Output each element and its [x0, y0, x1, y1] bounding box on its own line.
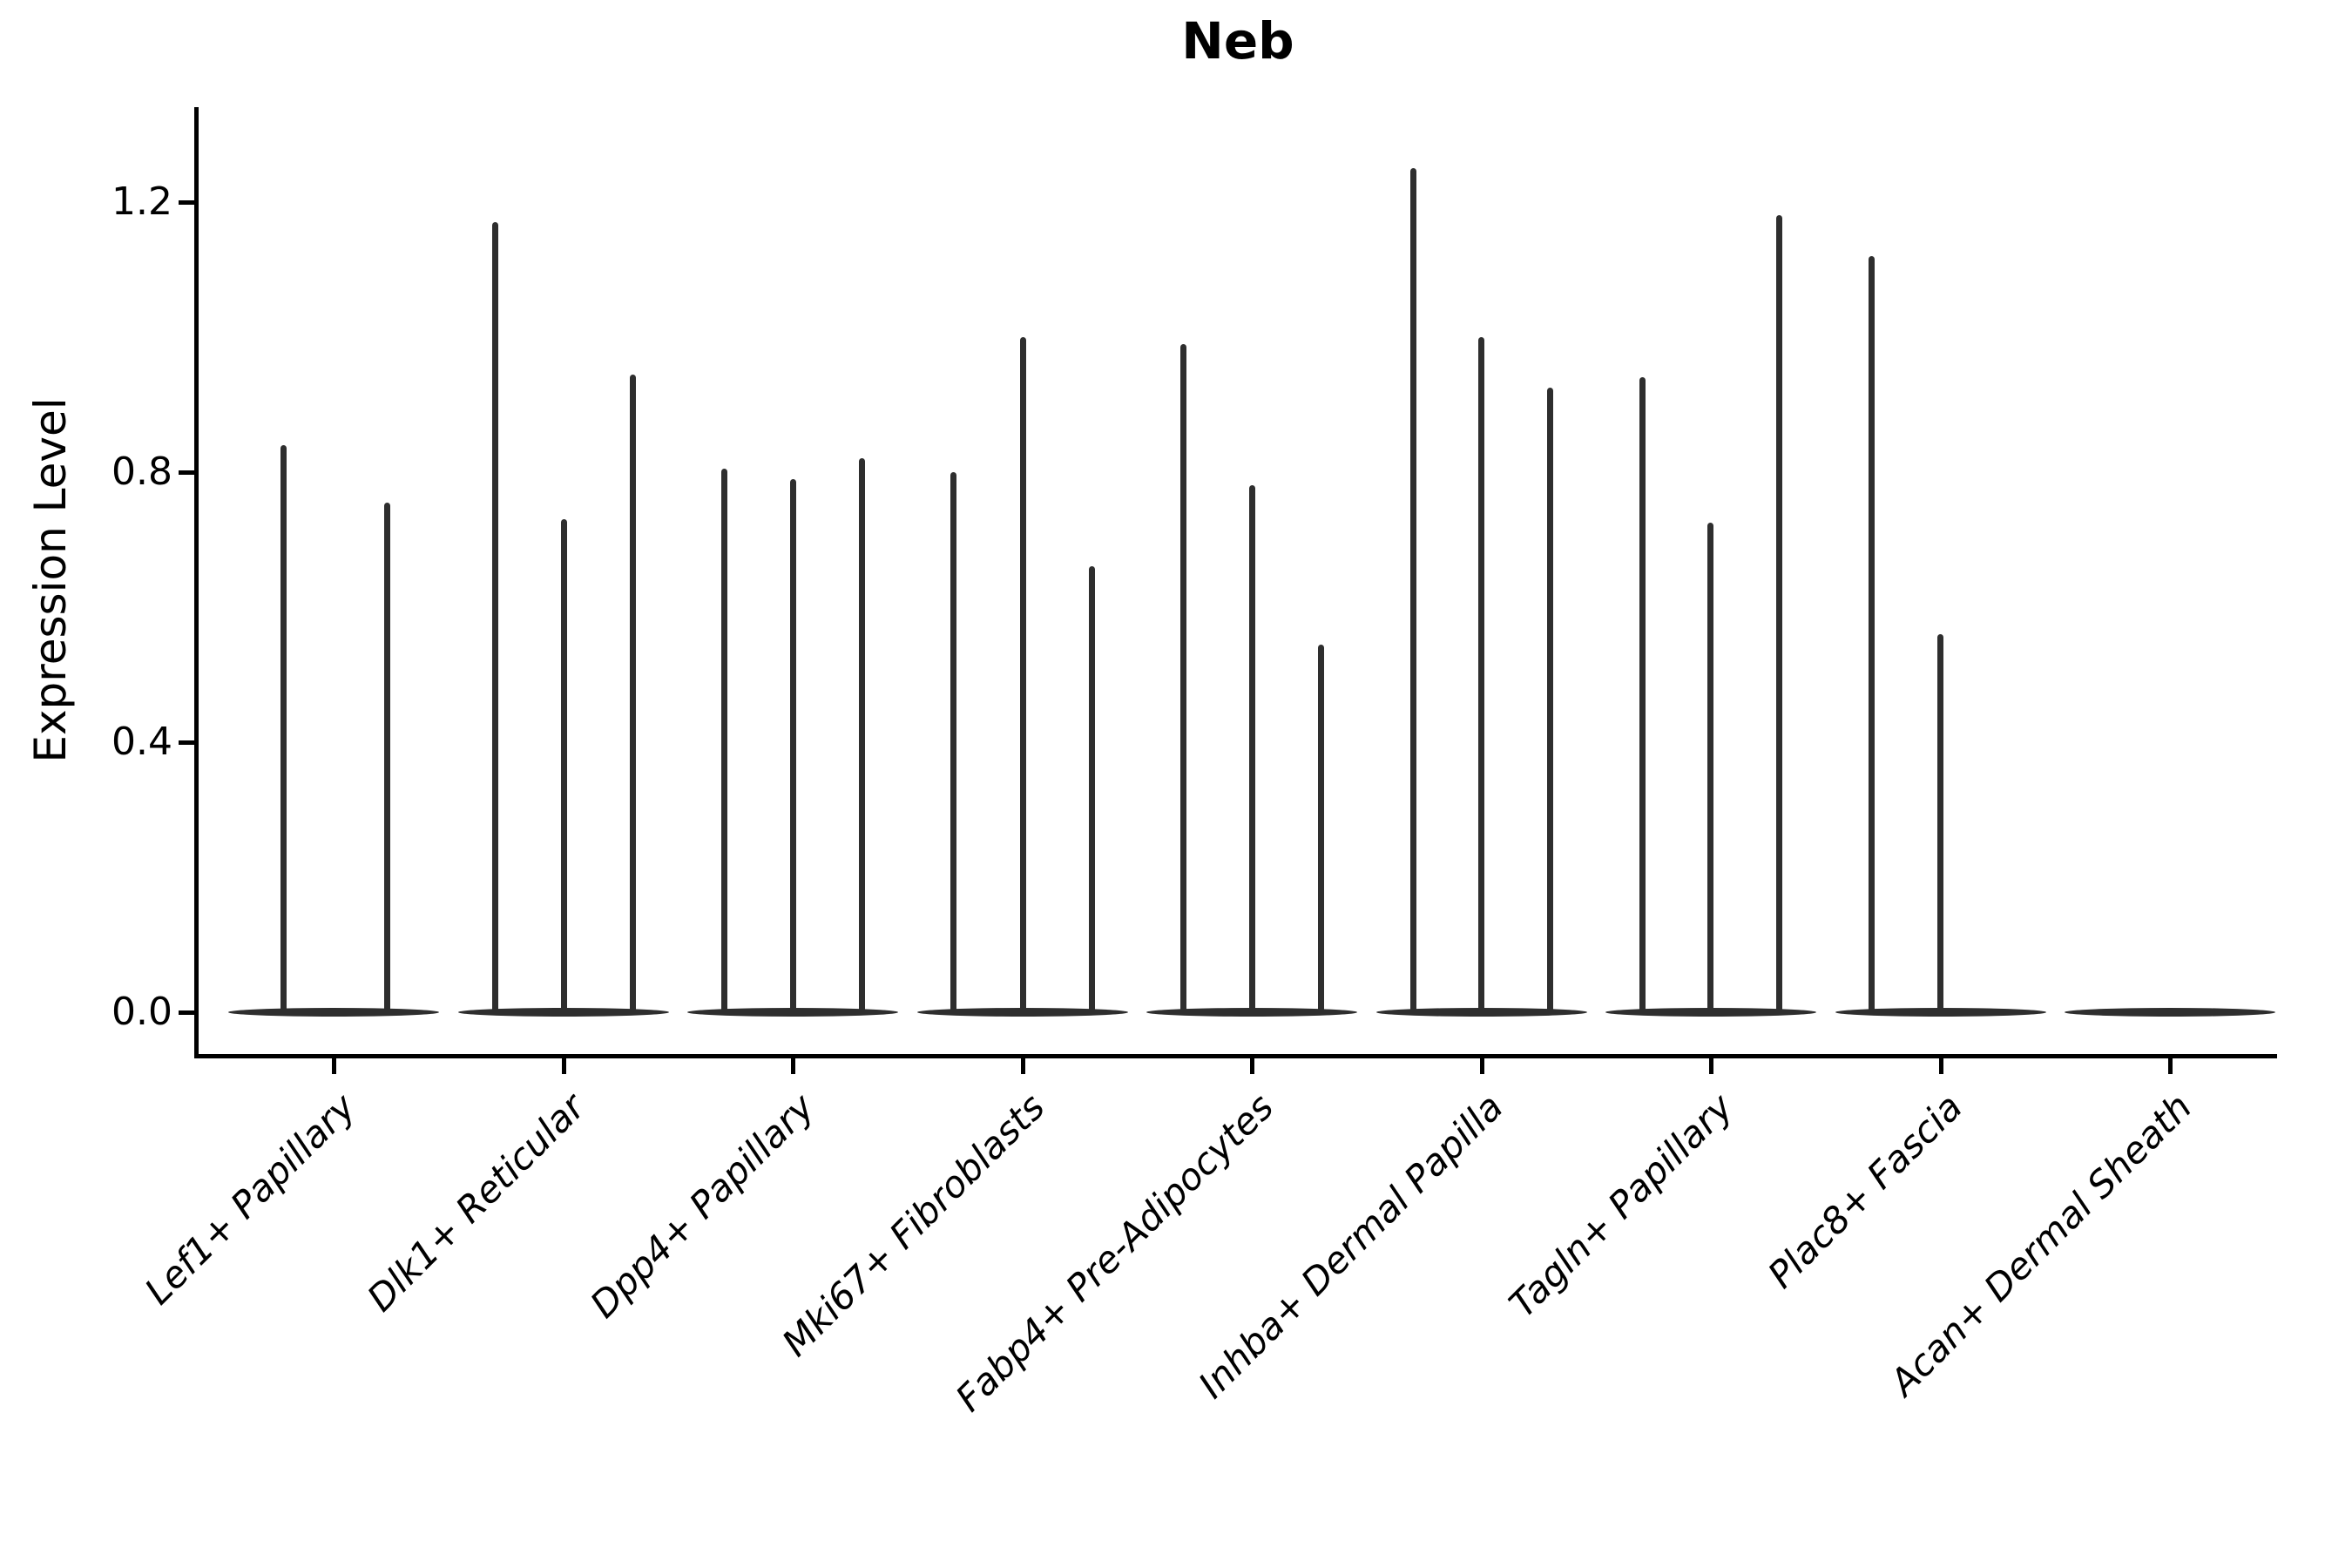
- y-tick: [179, 200, 194, 205]
- y-tick-label: 1.2: [112, 179, 172, 224]
- violin-spike: [1249, 485, 1255, 1014]
- y-tick-label: 0.0: [112, 990, 172, 1034]
- y-tick: [179, 470, 194, 475]
- x-tick: [1938, 1058, 1943, 1074]
- y-tick-label: 0.4: [112, 720, 172, 764]
- x-tick: [791, 1058, 795, 1074]
- y-tick: [179, 1010, 194, 1015]
- violin-spike: [1776, 215, 1782, 1014]
- violin-spike: [560, 519, 567, 1014]
- x-tick-label: Plac8+ Fascia: [1760, 1085, 1971, 1297]
- violin-spike: [1019, 337, 1026, 1014]
- violin-spike: [1180, 344, 1186, 1014]
- x-tick: [1709, 1058, 1713, 1074]
- violin-spike: [491, 222, 498, 1014]
- violin-spike: [1936, 634, 1943, 1014]
- violin-spike: [1409, 168, 1416, 1014]
- violin-spike: [1639, 377, 1646, 1014]
- x-tick: [2168, 1058, 2173, 1074]
- violin-spike: [1868, 256, 1875, 1014]
- x-tick-label: Tagln+ Papillary: [1500, 1085, 1741, 1326]
- x-tick: [561, 1058, 566, 1074]
- violin-spike: [721, 469, 727, 1014]
- violin-spike: [280, 445, 287, 1014]
- x-tick: [332, 1058, 336, 1074]
- x-tick: [1250, 1058, 1254, 1074]
- violin-spike: [859, 458, 865, 1014]
- violin-spike: [1088, 566, 1095, 1014]
- violin-spike: [1707, 523, 1713, 1014]
- x-tick: [1479, 1058, 1484, 1074]
- x-tick-label: Lef1+ Papillary: [136, 1085, 364, 1313]
- y-axis-spine: [194, 107, 199, 1058]
- violin-spike: [629, 375, 636, 1014]
- violin-spike: [790, 479, 796, 1014]
- violin-base: [228, 1008, 439, 1017]
- x-axis-spine: [194, 1054, 2277, 1058]
- y-tick-label: 0.8: [112, 449, 172, 494]
- violin-spike: [950, 472, 956, 1014]
- x-tick-label: Dlk1+ Reticular: [359, 1085, 594, 1320]
- violin-spike: [1318, 645, 1324, 1014]
- chart-title: Neb: [1181, 11, 1294, 71]
- x-tick-label: Dpp4+ Papillary: [582, 1085, 823, 1327]
- violin-spike: [384, 503, 390, 1014]
- x-tick: [1020, 1058, 1025, 1074]
- x-tick-label: Mki67+ Fibroblasts: [773, 1085, 1053, 1365]
- violin-base: [2065, 1008, 2275, 1017]
- y-tick: [179, 740, 194, 745]
- violin-spike: [1546, 388, 1553, 1014]
- violin-spike: [1477, 337, 1484, 1014]
